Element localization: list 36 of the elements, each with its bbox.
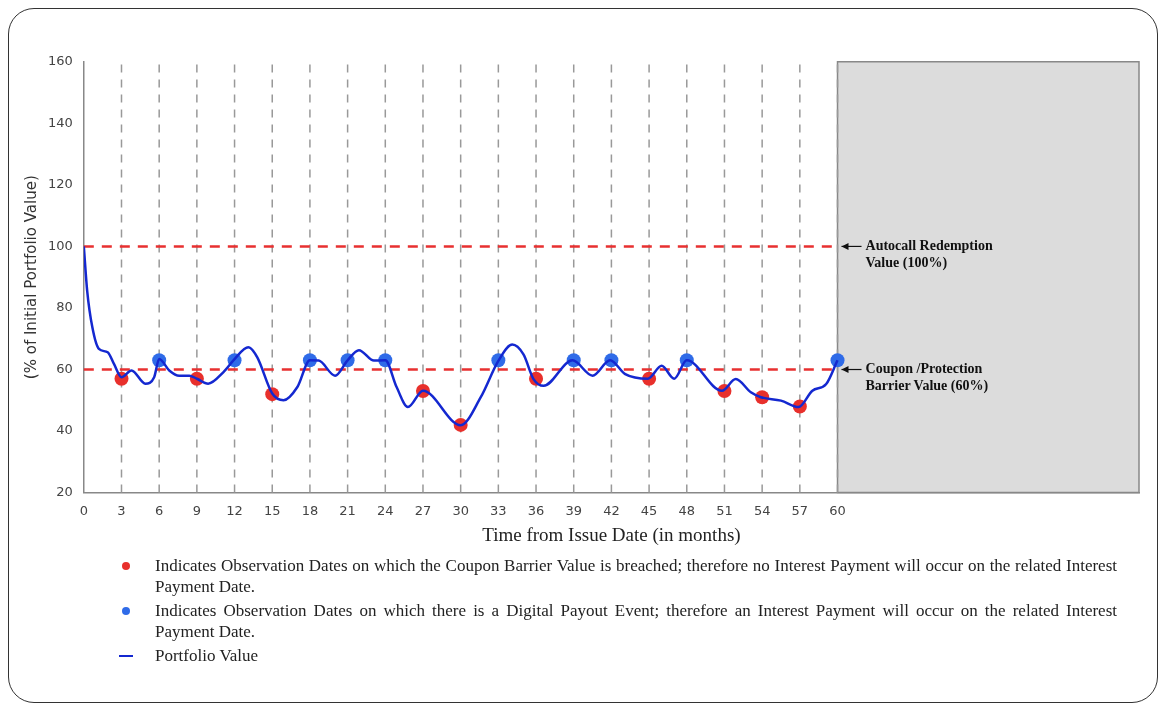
x-tick-label: 21	[339, 502, 356, 518]
y-tick-label: 40	[56, 422, 73, 438]
x-tick-label: 15	[263, 502, 281, 518]
x-tick-label: 30	[452, 502, 469, 518]
ref-line-label: Autocall Redemption Value (100%)	[865, 238, 993, 272]
x-tick-label: 39	[565, 502, 582, 518]
x-axis-title: Time from Issue Date (in months)	[482, 523, 741, 546]
x-tick-label: 45	[640, 502, 658, 518]
x-tick-label: 54	[753, 502, 771, 518]
x-tick-label: 24	[377, 502, 394, 518]
y-tick-label: 140	[47, 114, 73, 130]
x-tick-label: 27	[414, 502, 432, 518]
x-tick-label: 3	[117, 502, 126, 518]
x-tick-label: 33	[490, 502, 507, 518]
legend-label: Indicates Observation Dates on which the Coupon Barrier Value is breached; therefore no Interest Payment will occur on the related Interest Payment Date.	[155, 555, 1117, 597]
x-tick-label: 48	[678, 502, 696, 518]
y-tick-label: 100	[47, 237, 73, 253]
y-tick-label: 60	[56, 360, 73, 376]
y-tick-label: 120	[47, 176, 73, 192]
y-tick-label: 20	[56, 483, 73, 499]
x-tick-label: 36	[527, 502, 545, 518]
y-axis-title: (% of Initial Portfolio Value)	[21, 175, 40, 380]
x-tick-label: 0	[79, 502, 88, 518]
y-tick-label: 80	[56, 299, 73, 315]
x-tick-label: 60	[829, 502, 846, 518]
x-tick-label: 57	[791, 502, 809, 518]
x-tick-label: 12	[226, 502, 243, 518]
x-tick-label: 18	[301, 502, 319, 518]
legend-label: Indicates Observation Dates on which there is a Digital Payout Event; therefore an Interest Payment will occur on the related Interest Payment Date.	[155, 600, 1117, 642]
x-tick-label: 42	[603, 502, 620, 518]
x-tick-label: 51	[716, 502, 733, 518]
legend-label: Portfolio Value	[155, 645, 259, 666]
x-tick-label: 9	[192, 502, 202, 518]
ref-line-label: Coupon /Protection Barrier Value (60%)	[865, 361, 989, 395]
y-tick-label: 160	[47, 53, 73, 69]
x-tick-label: 6	[155, 502, 164, 518]
